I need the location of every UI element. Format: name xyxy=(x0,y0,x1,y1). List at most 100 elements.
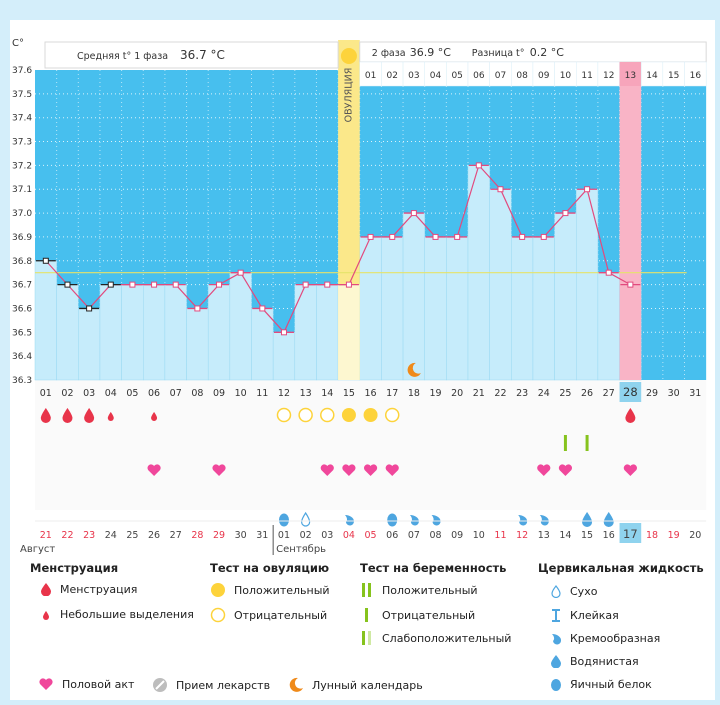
legend-pregnancy-positive: Положительный xyxy=(360,582,478,598)
legend-cervical-eggwhite: Яичный белок xyxy=(550,677,652,691)
month-label-september: Сентябрь xyxy=(276,544,326,555)
heart-icon xyxy=(147,464,161,476)
dry-drop-icon xyxy=(551,585,561,598)
heart-icon xyxy=(537,464,551,476)
month-label-august: Август xyxy=(20,544,55,555)
legend-menstruation-title: Менструация xyxy=(30,561,119,575)
legend-cervical-creamy: Кремообразная xyxy=(550,631,660,645)
temp-point xyxy=(432,233,439,240)
heart-icon xyxy=(320,464,334,476)
phase2-day-label: 01 xyxy=(365,71,376,81)
temp-point xyxy=(454,233,461,240)
phase2-value: 36.9 °C xyxy=(410,46,451,59)
pill-icon xyxy=(153,678,167,692)
y-tick-label: 37.1 xyxy=(12,185,32,195)
phase2-day-label: 16 xyxy=(690,71,702,81)
calendar-date-label: 31 xyxy=(256,530,268,541)
calendar-date-label: 02 xyxy=(300,530,312,541)
legend-label: Лунный календарь xyxy=(312,678,423,692)
y-tick-label: 37.4 xyxy=(12,114,32,124)
temp-point xyxy=(194,305,201,312)
legend-label: Слабоположительный xyxy=(382,631,512,645)
small-drop-icon xyxy=(43,611,49,620)
calendar-date-label: 08 xyxy=(429,530,441,541)
cycle-day-label: 25 xyxy=(559,388,571,399)
cycle-day-label: 08 xyxy=(191,388,203,399)
legend-ovulation-title: Тест на овуляцию xyxy=(210,561,330,575)
y-tick-label: 36.7 xyxy=(12,281,32,291)
temp-bar xyxy=(34,260,57,381)
legend-pregnancy-negative: Отрицательный xyxy=(360,607,475,623)
temp-point xyxy=(627,281,634,288)
temp-bar xyxy=(143,284,166,381)
legend-intercourse: Половой акт xyxy=(38,677,134,691)
current-date-highlight xyxy=(619,523,642,543)
cycle-day-label: 24 xyxy=(538,388,550,399)
phase2-day-label: 10 xyxy=(560,71,572,81)
y-tick-label: 37.6 xyxy=(12,66,32,76)
legend-label: Яичный белок xyxy=(570,677,652,691)
diff-value: 0.2 °C xyxy=(530,46,564,59)
calendar-date-label: 03 xyxy=(321,530,333,541)
phase1-label: Средняя t° 1 фаза xyxy=(77,51,168,62)
temp-bar xyxy=(251,308,274,381)
temp-point xyxy=(389,233,396,240)
ovulation-positive-icon xyxy=(341,408,356,422)
creamy-icon xyxy=(552,634,562,645)
dry-drop-icon xyxy=(301,511,311,527)
calendar-date-label: 05 xyxy=(365,530,377,541)
creamy-icon xyxy=(539,515,549,526)
temp-bar xyxy=(402,212,425,381)
legend-cervical-sticky: Клейкая xyxy=(550,608,619,622)
phase2-day-label: 05 xyxy=(451,71,462,81)
calendar-date-label: 30 xyxy=(235,530,247,541)
cycle-day-label: 18 xyxy=(408,388,420,399)
cycle-day-label: 31 xyxy=(689,388,701,399)
cycle-day-label: 29 xyxy=(646,388,658,399)
moon-icon xyxy=(407,362,421,377)
temp-bar xyxy=(511,236,534,381)
hollow-circle-icon xyxy=(210,607,226,623)
cycle-day-label: 03 xyxy=(83,388,95,399)
creamy-icon xyxy=(431,515,441,526)
cycle-day-label: 26 xyxy=(581,388,593,399)
legend-menstruation-full: Менструация xyxy=(40,582,137,596)
temp-point xyxy=(172,281,179,288)
calendar-date-label: 13 xyxy=(538,530,550,541)
legend-label: Отрицательный xyxy=(382,608,476,622)
temp-point xyxy=(302,281,309,288)
y-tick-label: 37.0 xyxy=(12,209,32,219)
temp-bar xyxy=(424,236,447,381)
y-unit-label: C° xyxy=(12,38,24,49)
phase2-day-label: 08 xyxy=(516,71,528,81)
weak-bar-icon xyxy=(362,631,371,645)
calendar-date-label: 22 xyxy=(61,530,73,541)
cycle-day-label: 22 xyxy=(494,388,506,399)
legend-label: Менструация xyxy=(60,582,138,596)
legend-label: Сухо xyxy=(570,584,598,598)
temp-bar xyxy=(554,212,577,381)
temp-point xyxy=(410,210,417,217)
cycle-day-label: 01 xyxy=(40,388,52,399)
calendar-date-label: 16 xyxy=(603,530,615,541)
yellow-circle-icon xyxy=(211,583,225,597)
temp-point xyxy=(345,281,352,288)
calendar-date-label: 11 xyxy=(494,530,506,541)
legend-label: Небольшие выделения xyxy=(60,607,194,621)
temp-point xyxy=(42,257,49,264)
cycle-day-label: 23 xyxy=(516,388,528,399)
y-tick-label: 37.3 xyxy=(12,138,32,148)
calendar-date-label: 18 xyxy=(646,530,658,541)
calendar-date-label: 17 xyxy=(623,527,638,541)
calendar-date-label: 09 xyxy=(451,530,463,541)
legend-label: Половой акт xyxy=(62,677,135,691)
temp-bar xyxy=(381,236,404,381)
water-drop-icon xyxy=(551,655,561,668)
phase2-day-label: 13 xyxy=(625,71,636,81)
cycle-day-label: 16 xyxy=(365,388,377,399)
water-drop-icon xyxy=(582,512,593,527)
blood-drop-icon xyxy=(40,408,51,423)
sticky-icon xyxy=(552,609,560,622)
heart-icon xyxy=(385,464,399,476)
ovulation-negative-icon xyxy=(298,407,313,423)
